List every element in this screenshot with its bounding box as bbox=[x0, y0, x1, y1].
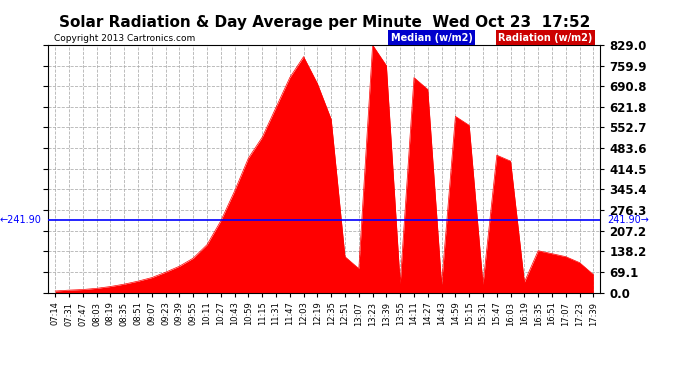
Text: Radiation (w/m2): Radiation (w/m2) bbox=[498, 33, 593, 42]
Text: 241.90→: 241.90→ bbox=[607, 215, 649, 225]
Text: Solar Radiation & Day Average per Minute  Wed Oct 23  17:52: Solar Radiation & Day Average per Minute… bbox=[59, 15, 590, 30]
Text: ←241.90: ←241.90 bbox=[0, 215, 41, 225]
Text: Median (w/m2): Median (w/m2) bbox=[391, 33, 473, 42]
Text: Copyright 2013 Cartronics.com: Copyright 2013 Cartronics.com bbox=[54, 33, 195, 42]
